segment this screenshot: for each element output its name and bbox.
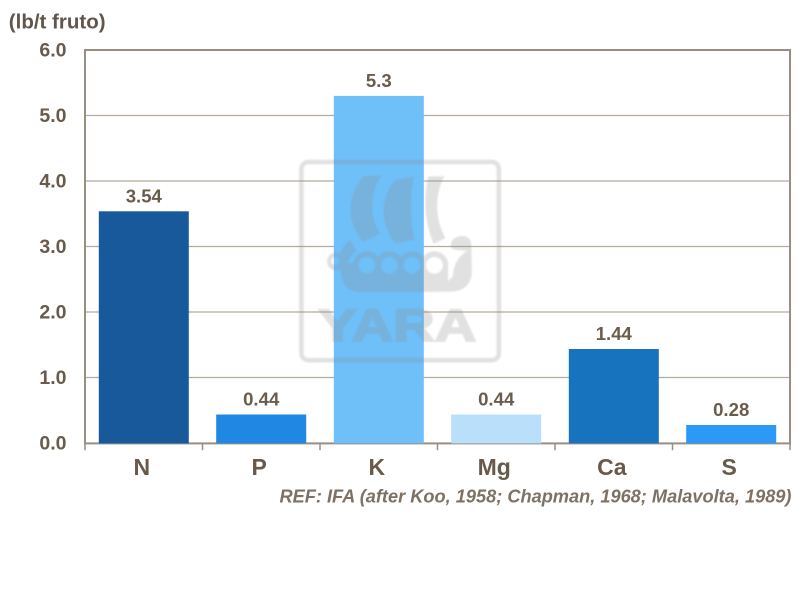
svg-text:1.44: 1.44 bbox=[596, 323, 633, 344]
svg-text:0.44: 0.44 bbox=[243, 389, 280, 410]
svg-text:(lb/t fruto): (lb/t fruto) bbox=[9, 11, 106, 34]
svg-text:5.3: 5.3 bbox=[366, 70, 392, 91]
svg-text:4.0: 4.0 bbox=[39, 171, 66, 193]
svg-text:0.28: 0.28 bbox=[713, 399, 749, 420]
svg-text:N: N bbox=[133, 454, 150, 480]
svg-text:1.0: 1.0 bbox=[39, 367, 66, 389]
svg-text:3.0: 3.0 bbox=[39, 236, 66, 258]
svg-text:K: K bbox=[368, 454, 385, 480]
svg-text:Ca: Ca bbox=[597, 454, 627, 480]
svg-text:Mg: Mg bbox=[478, 454, 511, 480]
svg-text:REF: IFA (after Koo, 1958; Cha: REF: IFA (after Koo, 1958; Chapman, 1968… bbox=[280, 486, 792, 507]
svg-text:P: P bbox=[252, 454, 267, 480]
svg-text:5.0: 5.0 bbox=[39, 105, 66, 127]
svg-text:2.0: 2.0 bbox=[39, 302, 66, 324]
svg-text:YARA: YARA bbox=[318, 300, 476, 351]
svg-text:0.0: 0.0 bbox=[39, 433, 66, 455]
svg-text:0.44: 0.44 bbox=[478, 389, 515, 410]
svg-text:3.54: 3.54 bbox=[126, 185, 163, 206]
svg-text:6.0: 6.0 bbox=[39, 40, 66, 62]
svg-text:S: S bbox=[722, 454, 737, 480]
